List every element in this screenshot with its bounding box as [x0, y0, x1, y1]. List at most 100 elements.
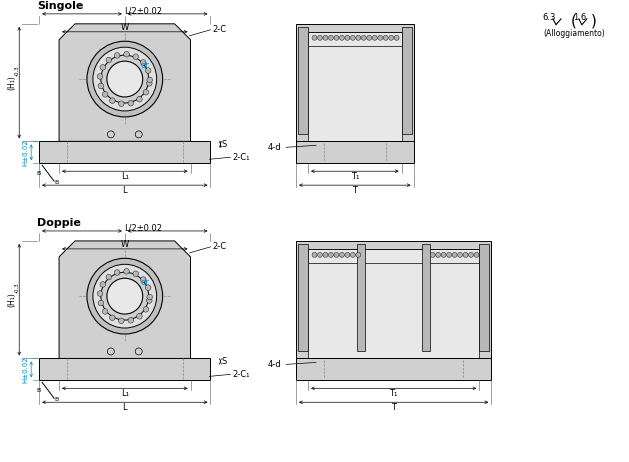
Text: Singole: Singole: [37, 1, 84, 11]
Circle shape: [109, 315, 115, 321]
Text: L: L: [123, 186, 127, 195]
Text: -0.3: -0.3: [14, 65, 19, 76]
Circle shape: [124, 268, 130, 274]
Circle shape: [447, 252, 452, 257]
Circle shape: [334, 35, 339, 40]
Circle shape: [340, 35, 344, 40]
Bar: [39, 141, 211, 163]
Circle shape: [430, 252, 435, 257]
Circle shape: [145, 285, 151, 291]
Bar: [308, 249, 479, 359]
Text: S: S: [222, 140, 227, 149]
Circle shape: [436, 252, 441, 257]
Circle shape: [124, 51, 130, 57]
Text: 2-C₁: 2-C₁: [232, 153, 250, 162]
Circle shape: [323, 252, 328, 257]
Circle shape: [118, 101, 124, 107]
Circle shape: [101, 55, 148, 103]
Text: dr: dr: [140, 278, 149, 287]
Circle shape: [389, 35, 394, 40]
Text: Doppie: Doppie: [37, 218, 81, 228]
Circle shape: [98, 83, 104, 89]
Circle shape: [356, 35, 361, 40]
Text: T: T: [391, 403, 396, 412]
Circle shape: [93, 47, 157, 111]
Text: H±0.02: H±0.02: [22, 356, 28, 383]
Bar: [402, 27, 411, 134]
Text: L₁: L₁: [121, 172, 129, 181]
Text: W: W: [121, 23, 129, 32]
Circle shape: [441, 252, 446, 257]
Circle shape: [109, 98, 115, 103]
Text: L₁: L₁: [121, 389, 129, 398]
Text: B: B: [54, 180, 58, 185]
Bar: [296, 24, 414, 163]
Circle shape: [106, 57, 111, 63]
Circle shape: [312, 35, 317, 40]
Circle shape: [340, 252, 344, 257]
Circle shape: [133, 271, 138, 277]
Bar: [39, 359, 211, 380]
Circle shape: [143, 90, 148, 95]
Text: L/2±0.02: L/2±0.02: [124, 6, 162, 15]
Text: T₁: T₁: [350, 172, 359, 181]
Circle shape: [452, 252, 457, 257]
Text: W: W: [121, 240, 129, 249]
Text: 4-d: 4-d: [267, 143, 281, 152]
Circle shape: [107, 278, 143, 314]
Text: B: B: [54, 397, 58, 402]
Circle shape: [93, 264, 157, 328]
Text: T: T: [352, 186, 357, 195]
Text: B: B: [36, 388, 40, 393]
Circle shape: [469, 252, 474, 257]
Circle shape: [383, 35, 388, 40]
Circle shape: [334, 252, 339, 257]
Text: -0.3: -0.3: [14, 282, 19, 293]
Bar: [298, 27, 308, 134]
Text: (Alloggiamento): (Alloggiamento): [543, 29, 605, 38]
Circle shape: [143, 307, 148, 312]
Text: (H₁): (H₁): [8, 292, 17, 307]
Circle shape: [367, 35, 372, 40]
Text: T₁: T₁: [389, 389, 398, 398]
Circle shape: [114, 53, 120, 58]
Bar: [298, 244, 308, 352]
Circle shape: [312, 252, 317, 257]
Text: L/2±0.02: L/2±0.02: [124, 224, 162, 232]
Circle shape: [394, 35, 399, 40]
Text: H±0.02: H±0.02: [22, 139, 28, 166]
Circle shape: [345, 252, 350, 257]
Circle shape: [147, 77, 152, 83]
Circle shape: [140, 60, 146, 65]
Bar: [479, 244, 489, 352]
Circle shape: [114, 270, 120, 275]
Text: B: B: [36, 170, 40, 176]
Text: 6.3: 6.3: [543, 13, 556, 22]
Circle shape: [135, 348, 142, 355]
Circle shape: [323, 35, 328, 40]
Text: L: L: [123, 403, 127, 412]
Circle shape: [100, 65, 106, 70]
Text: (H₁): (H₁): [8, 75, 17, 90]
Circle shape: [103, 91, 108, 97]
Circle shape: [118, 318, 124, 323]
Circle shape: [87, 258, 163, 334]
Circle shape: [140, 277, 146, 282]
Circle shape: [108, 131, 114, 138]
Text: 4-d: 4-d: [267, 360, 281, 369]
Circle shape: [361, 35, 366, 40]
Circle shape: [328, 252, 333, 257]
Bar: [308, 32, 402, 141]
Circle shape: [103, 309, 108, 314]
Circle shape: [107, 61, 143, 97]
Circle shape: [474, 252, 479, 257]
Circle shape: [136, 97, 142, 102]
Circle shape: [350, 35, 355, 40]
Circle shape: [147, 294, 152, 300]
Circle shape: [106, 274, 111, 280]
Text: 2-C: 2-C: [213, 243, 226, 251]
Circle shape: [356, 252, 361, 257]
Circle shape: [350, 252, 355, 257]
Polygon shape: [59, 24, 191, 141]
Text: 1.6: 1.6: [572, 13, 586, 22]
